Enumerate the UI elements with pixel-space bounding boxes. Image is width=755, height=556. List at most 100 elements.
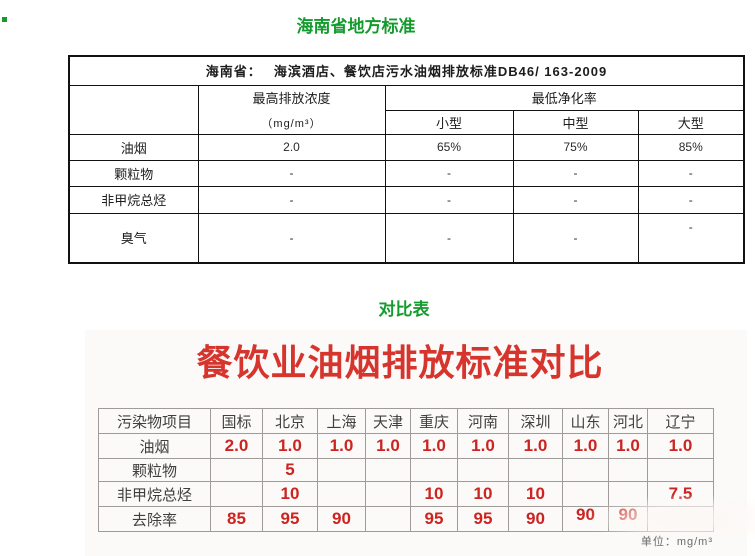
col-header: 重庆 [410, 408, 458, 434]
small-value: - [384, 159, 514, 187]
small-value: 65% [384, 133, 514, 161]
cell-value [210, 481, 263, 507]
concentration-value: - [197, 185, 386, 214]
comparison-row: 非甲烷总烃 10 10 10 10 7.5 [98, 481, 714, 507]
cell-value [317, 481, 366, 507]
cell-value: 10 [457, 481, 509, 507]
corner-cell [68, 84, 199, 135]
col-header: 天津 [365, 408, 411, 434]
small-value: - [384, 212, 514, 264]
row-label: 去除率 [98, 506, 211, 532]
comparison-row: 去除率 85 95 90 95 95 90 90 90 [98, 506, 714, 532]
cell-value [410, 458, 458, 482]
medium-value: - [512, 159, 639, 187]
section1-title: 海南省地方标准 [296, 17, 416, 36]
max-concentration-line1: 最高排放浓度 [252, 91, 331, 106]
col-header: 河南 [457, 408, 509, 434]
table-row: 非甲烷总烃 - - - - [68, 185, 745, 214]
cell-value: 90 [508, 506, 563, 532]
hainan-standard-table: 海南省： 海滨酒店、餐饮店污水油烟排放标准DB46/ 163-2009 最高排放… [68, 55, 745, 264]
header-row-sizes: 小型 中型 大型 [69, 109, 745, 135]
row-label: 臭气 [68, 212, 199, 264]
hainan-table-caption: 海南省： 海滨酒店、餐饮店污水油烟排放标准DB46/ 163-2009 [68, 55, 745, 86]
cell-value: 1.0 [457, 433, 509, 459]
large-value: 85% [637, 133, 745, 161]
large-value: - [637, 185, 745, 214]
cell-value: 1.0 [262, 433, 318, 459]
cell-value [608, 481, 648, 507]
cell-value: 5 [262, 458, 318, 482]
cell-value: 95 [457, 506, 509, 532]
cell-value: 1.0 [410, 433, 458, 459]
row-label: 油烟 [98, 433, 211, 459]
cell-value: 1.0 [365, 433, 411, 459]
comparison-header-row: 污染物项目 国标 北京 上海 天津 重庆 河南 深圳 山东 河北 辽宁 [98, 408, 714, 434]
concentration-value: - [197, 159, 386, 187]
cell-value [317, 458, 366, 482]
comparison-photo: 餐饮业油烟排放标准对比 污染物项目 国标 北京 上海 天津 重庆 河南 深圳 山… [85, 330, 755, 556]
cell-value [365, 458, 411, 482]
cell-value: 85 [210, 506, 263, 532]
cell-value: 7.5 [647, 481, 714, 507]
cell-value [608, 458, 648, 482]
cell-value [562, 458, 609, 482]
cell-value-text: 90 [576, 506, 595, 525]
size-header-large: 大型 [637, 109, 745, 135]
concentration-value: 2.0 [197, 133, 386, 161]
section2-title: 对比表 [378, 300, 430, 319]
concentration-value: - [197, 212, 386, 264]
comparison-row: 油烟 2.0 1.0 1.0 1.0 1.0 1.0 1.0 1.0 1.0 1… [98, 433, 714, 459]
cell-value: 1.0 [508, 433, 563, 459]
medium-value: - [512, 212, 639, 264]
cell-value: 1.0 [647, 433, 714, 459]
header-row-top: 最高排放浓度 （mg/m³） 最低净化率 [68, 84, 745, 135]
unit-note: 单位：mg/m³ [640, 536, 713, 548]
col-header: 深圳 [508, 408, 563, 434]
col-header: 北京 [262, 408, 318, 434]
cell-value: 90 [317, 506, 366, 532]
size-header-medium: 中型 [512, 109, 639, 135]
cell-value [457, 458, 509, 482]
col-header: 污染物项目 [98, 408, 211, 434]
cell-value: 2.0 [210, 433, 263, 459]
cell-value: 10 [508, 481, 563, 507]
cell-value [210, 458, 263, 482]
cell-value [508, 458, 563, 482]
col-header: 上海 [317, 408, 366, 434]
medium-value: 75% [512, 133, 639, 161]
comparison-title: 餐饮业油烟排放标准对比 [196, 342, 604, 383]
cell-value-text: 90 [618, 506, 638, 525]
size-header-small: 小型 [384, 109, 514, 135]
col-header: 辽宁 [647, 408, 714, 434]
small-value: - [384, 185, 514, 214]
col-header: 山东 [562, 408, 609, 434]
table-row: 臭气 - - - - [68, 212, 745, 264]
cell-value [562, 481, 609, 507]
cell-value: 10 [262, 481, 318, 507]
cell-value: 90 [608, 506, 648, 532]
large-value: - [637, 212, 745, 264]
max-concentration-unit: （mg/m³） [261, 118, 322, 130]
table-row: 油烟 2.0 65% 75% 85% [68, 133, 745, 161]
cell-value: 90 [562, 506, 609, 532]
cell-value: 1.0 [562, 433, 609, 459]
table-caption-row: 海南省： 海滨酒店、餐饮店污水油烟排放标准DB46/ 163-2009 [68, 55, 745, 86]
medium-value: - [512, 185, 639, 214]
cell-value [647, 458, 714, 482]
cell-value [365, 506, 411, 532]
cell-value: 95 [262, 506, 318, 532]
cell-value: 10 [410, 481, 458, 507]
row-label: 非甲烷总烃 [98, 481, 211, 507]
cell-value [365, 481, 411, 507]
col-header: 河北 [608, 408, 648, 434]
min-purification-header: 最低净化率 [384, 84, 745, 111]
row-label: 颗粒物 [98, 458, 211, 482]
comparison-row: 颗粒物 5 [98, 458, 714, 482]
max-concentration-header: 最高排放浓度 （mg/m³） [197, 84, 386, 135]
row-label: 非甲烷总烃 [68, 185, 199, 214]
cell-value: 1.0 [608, 433, 648, 459]
comparison-table: 污染物项目 国标 北京 上海 天津 重庆 河南 深圳 山东 河北 辽宁 油烟 2… [98, 408, 714, 532]
cell-value: 95 [410, 506, 458, 532]
stray-green-mark [2, 17, 7, 22]
